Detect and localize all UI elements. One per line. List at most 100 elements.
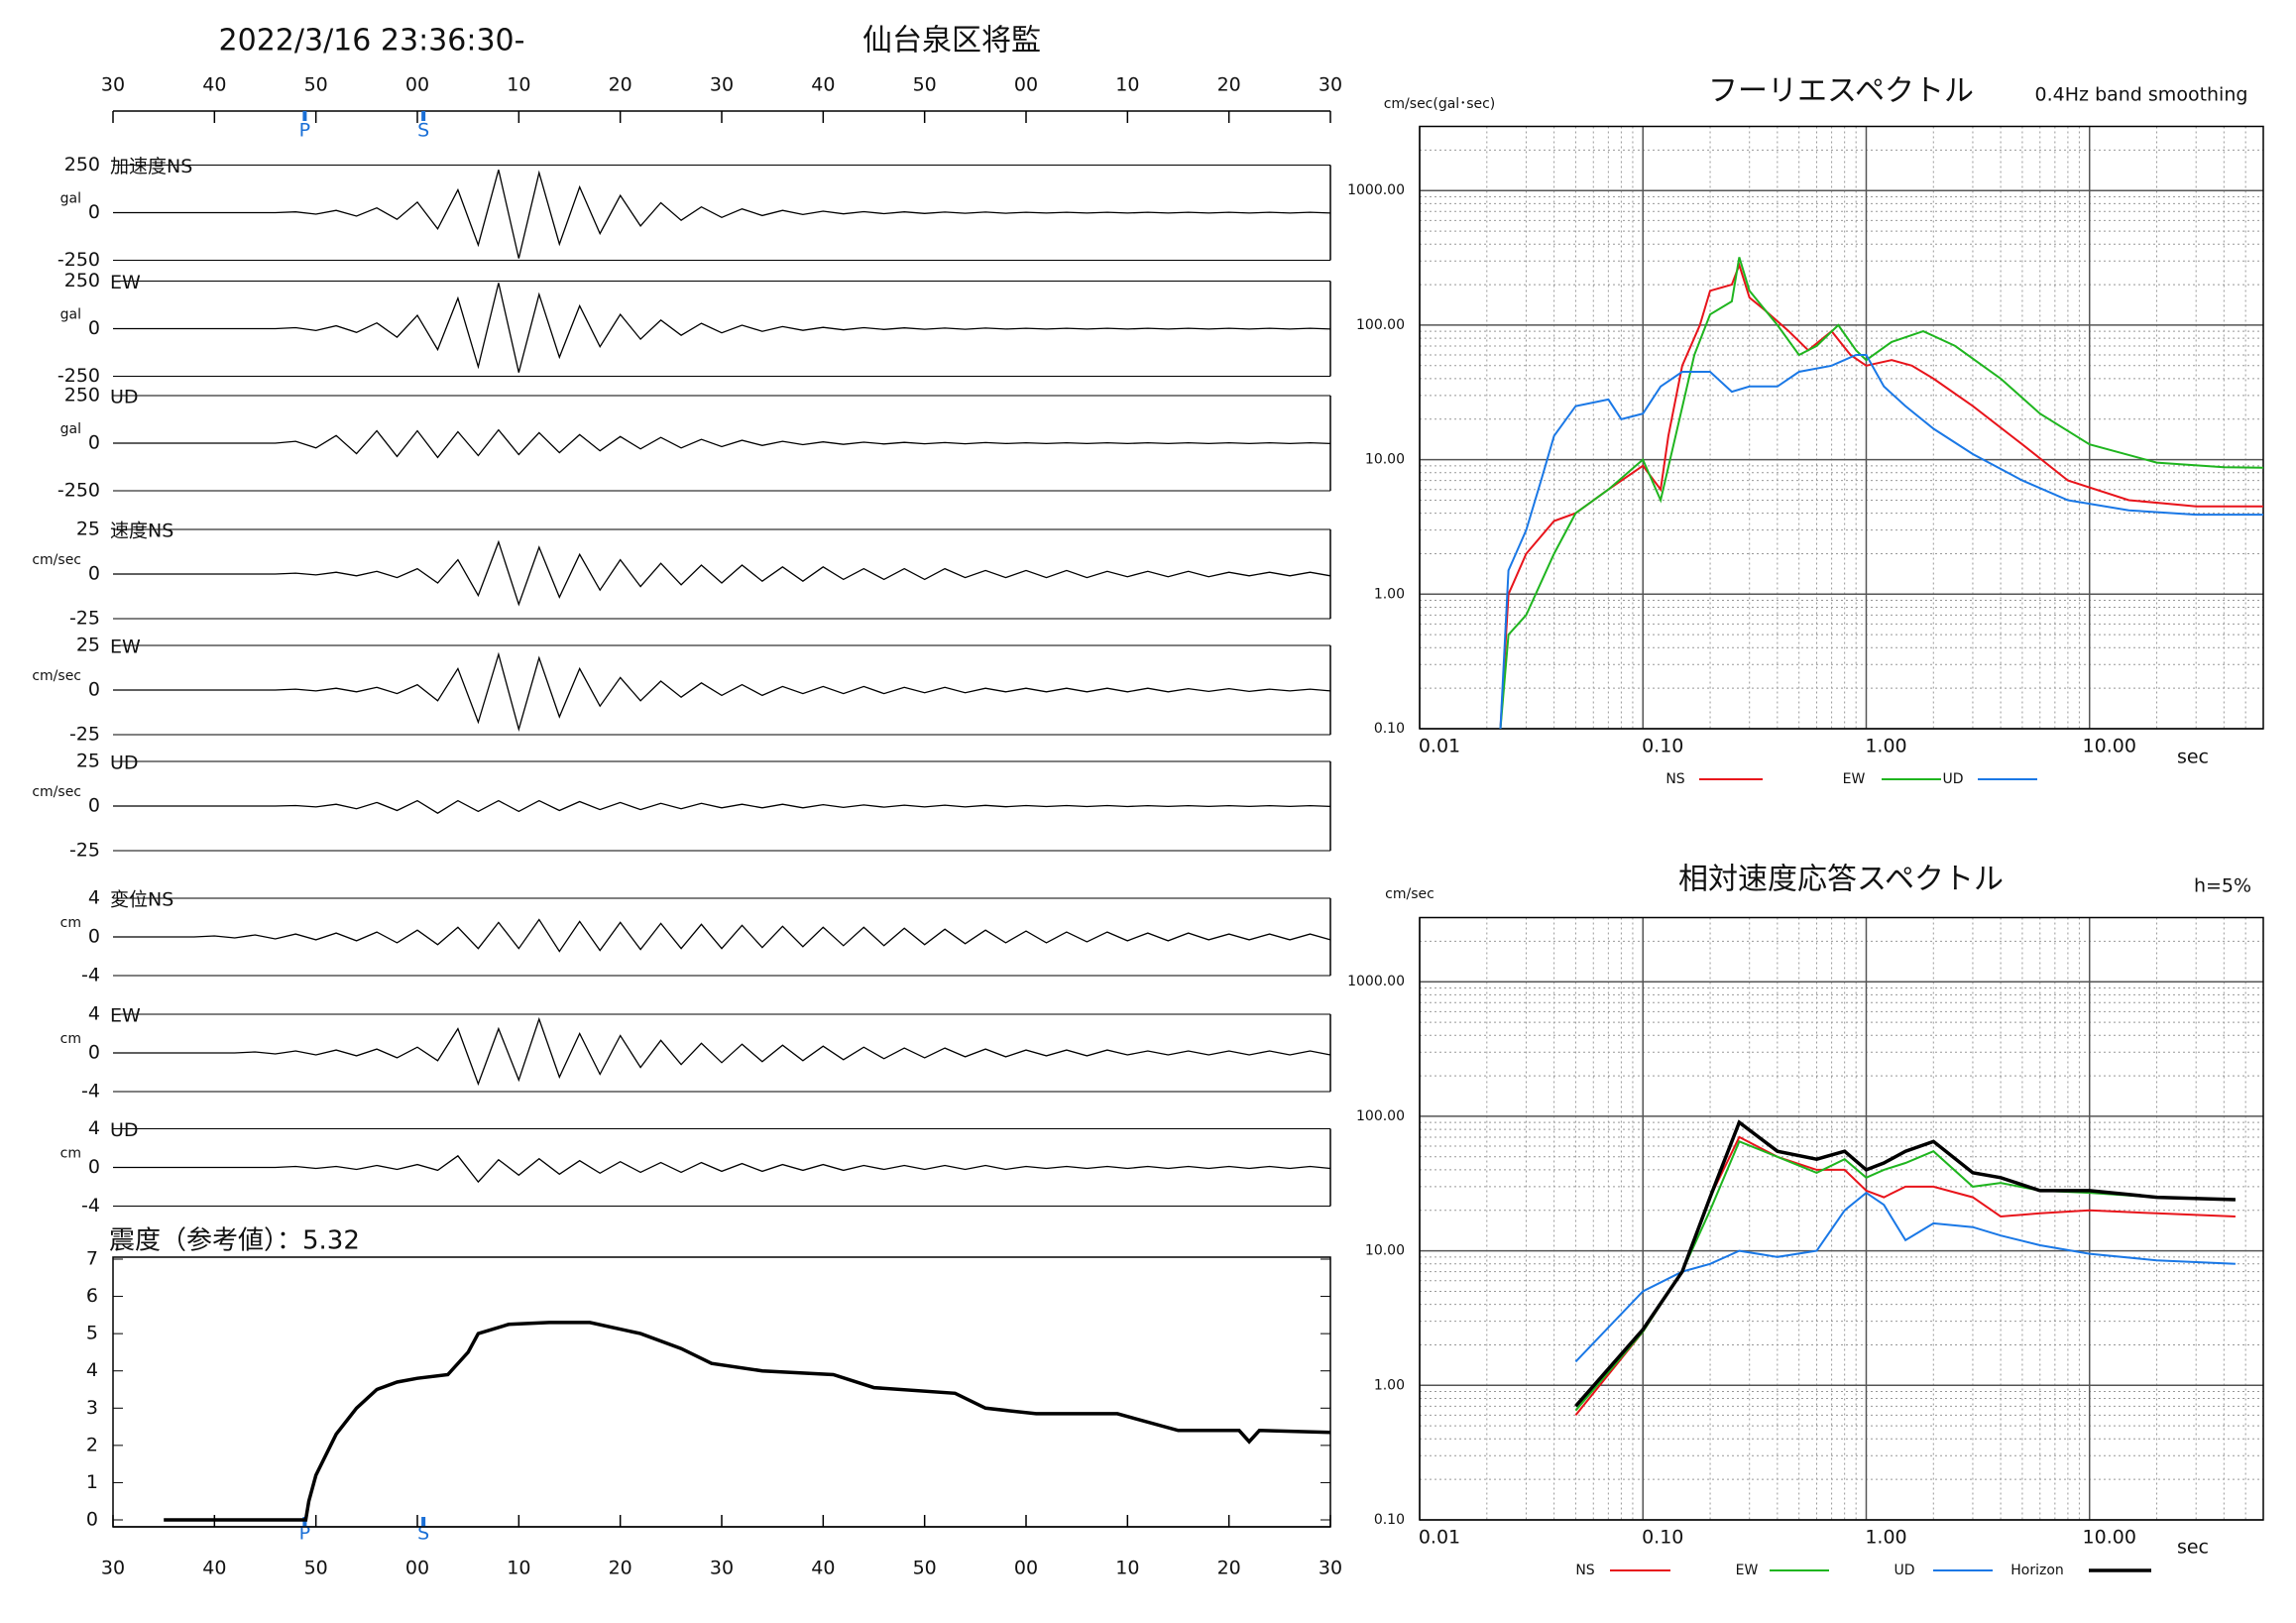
x-tick-label: 20 bbox=[1217, 74, 1241, 96]
y-tick-label: 0 bbox=[88, 1156, 100, 1178]
panel-unit: cm/sec bbox=[32, 784, 81, 800]
spectrum-line bbox=[1499, 354, 2263, 730]
y-tick-label: 0 bbox=[88, 926, 100, 948]
x-axis-label: sec bbox=[2177, 747, 2209, 768]
x-tick-label: 10 bbox=[507, 1558, 530, 1579]
y-tick-label: -250 bbox=[57, 365, 100, 387]
x-tick-label: 10.00 bbox=[2083, 1527, 2136, 1549]
spectrum-line bbox=[1574, 1119, 2236, 1408]
legend-label: NS bbox=[1575, 1563, 1594, 1578]
waveform-trace bbox=[113, 1016, 1331, 1087]
legend-label: EW bbox=[1736, 1563, 1759, 1578]
x-tick-label: 10 bbox=[507, 74, 530, 96]
waveform-trace bbox=[113, 170, 1331, 259]
x-tick-label: 30 bbox=[710, 74, 734, 96]
legend-label: Horizon bbox=[2010, 1563, 2064, 1578]
intensity-line bbox=[164, 1321, 1331, 1522]
x-tick-label: 50 bbox=[913, 74, 937, 96]
x-tick-label: 1.00 bbox=[1865, 1527, 1906, 1549]
x-tick-label: 30 bbox=[101, 74, 125, 96]
y-tick-label: 0 bbox=[88, 432, 100, 454]
x-tick-label: 40 bbox=[202, 74, 226, 96]
x-tick-label: 40 bbox=[811, 74, 835, 96]
y-tick-label: 4 bbox=[86, 1359, 98, 1381]
panel-unit: gal bbox=[60, 307, 81, 323]
y-tick-label: 3 bbox=[86, 1397, 98, 1419]
y-tick-label: 0.10 bbox=[1374, 721, 1405, 737]
y-tick-label: 250 bbox=[64, 154, 100, 175]
panel-name: 速度NS bbox=[110, 521, 173, 542]
y-tick-label: 0 bbox=[88, 679, 100, 701]
panel-unit: gal bbox=[60, 191, 81, 207]
y-tick-label: -4 bbox=[81, 1081, 100, 1102]
y-tick-label: -4 bbox=[81, 965, 100, 986]
x-tick-label: 30 bbox=[710, 1558, 734, 1579]
y-tick-label: 4 bbox=[88, 1117, 100, 1139]
intensity-frame bbox=[112, 1256, 1331, 1528]
legend-label: UD bbox=[1894, 1563, 1914, 1578]
y-tick-label: 25 bbox=[76, 635, 100, 656]
y-tick-label: 25 bbox=[76, 519, 100, 540]
y-tick-label: -250 bbox=[57, 480, 100, 502]
x-tick-label: 30 bbox=[1319, 1558, 1342, 1579]
x-tick-label: 20 bbox=[609, 1558, 632, 1579]
chart-subtitle: 0.4Hz band smoothing bbox=[2035, 84, 2248, 106]
x-tick-label: 50 bbox=[304, 74, 328, 96]
waveform-trace bbox=[113, 651, 1331, 733]
x-tick-label: 0.01 bbox=[1419, 1527, 1460, 1549]
y-tick-label: 6 bbox=[86, 1285, 98, 1307]
spectrum-line bbox=[1574, 1191, 2236, 1363]
y-tick-label: 0 bbox=[88, 317, 100, 339]
phase-label: S bbox=[417, 120, 429, 142]
y-tick-label: -25 bbox=[69, 724, 100, 746]
panel-unit: cm/sec bbox=[32, 552, 81, 568]
phase-label: S bbox=[417, 1523, 429, 1545]
y-tick-label: 250 bbox=[64, 270, 100, 291]
panel-name: 変位NS bbox=[110, 889, 173, 911]
x-tick-label: 10 bbox=[1115, 74, 1139, 96]
panel-unit: cm bbox=[60, 1031, 81, 1047]
x-tick-label: 00 bbox=[1014, 1558, 1038, 1579]
x-tick-label: 20 bbox=[609, 74, 632, 96]
y-axis-label: cm/sec bbox=[1385, 886, 1435, 902]
x-tick-label: 00 bbox=[405, 74, 429, 96]
panel-unit: cm bbox=[60, 1146, 81, 1162]
datetime: 2022/3/16 23:36:30- bbox=[219, 24, 525, 58]
spectrum-line bbox=[1499, 257, 2264, 730]
waveform-trace bbox=[113, 918, 1331, 953]
x-tick-label: 40 bbox=[811, 1558, 835, 1579]
y-tick-label: -25 bbox=[69, 608, 100, 630]
y-tick-label: 1.00 bbox=[1374, 1377, 1405, 1393]
x-tick-label: 00 bbox=[405, 1558, 429, 1579]
panel-name: 加速度NS bbox=[110, 156, 192, 177]
x-tick-label: 00 bbox=[1014, 74, 1038, 96]
intensity-title: 震度（参考値）：5.32 bbox=[109, 1226, 360, 1256]
panel-unit: cm bbox=[60, 915, 81, 931]
x-tick-label: 20 bbox=[1217, 1558, 1241, 1579]
chart-title: 相対速度応答スペクトル bbox=[1678, 863, 2004, 897]
x-tick-label: 50 bbox=[913, 1558, 937, 1579]
y-tick-label: -4 bbox=[81, 1195, 100, 1217]
spectrum-line bbox=[1499, 262, 2263, 730]
waveform-trace bbox=[113, 428, 1331, 459]
panel-name: EW bbox=[110, 637, 141, 658]
chart-title: フーリエスペクトル bbox=[1708, 74, 1974, 109]
y-tick-label: 4 bbox=[88, 887, 100, 909]
y-axis-label: cm/sec(gal･sec) bbox=[1384, 96, 1496, 112]
panel-name: EW bbox=[110, 272, 141, 293]
chart-subtitle: h=5% bbox=[2194, 875, 2251, 897]
panel-name: UD bbox=[110, 387, 139, 408]
y-tick-label: 100.00 bbox=[1356, 1108, 1405, 1124]
y-tick-label: 1 bbox=[86, 1471, 98, 1493]
y-tick-label: 250 bbox=[64, 385, 100, 406]
phase-label: P bbox=[299, 120, 310, 142]
y-tick-label: -250 bbox=[57, 249, 100, 271]
y-tick-label: 0 bbox=[88, 1042, 100, 1064]
y-tick-label: 0.10 bbox=[1374, 1512, 1405, 1528]
y-tick-label: -25 bbox=[69, 840, 100, 862]
x-tick-label: 10 bbox=[1115, 1558, 1139, 1579]
plot-frame bbox=[1419, 916, 2264, 1521]
y-tick-label: 0 bbox=[88, 201, 100, 223]
x-tick-label: 40 bbox=[202, 1558, 226, 1579]
